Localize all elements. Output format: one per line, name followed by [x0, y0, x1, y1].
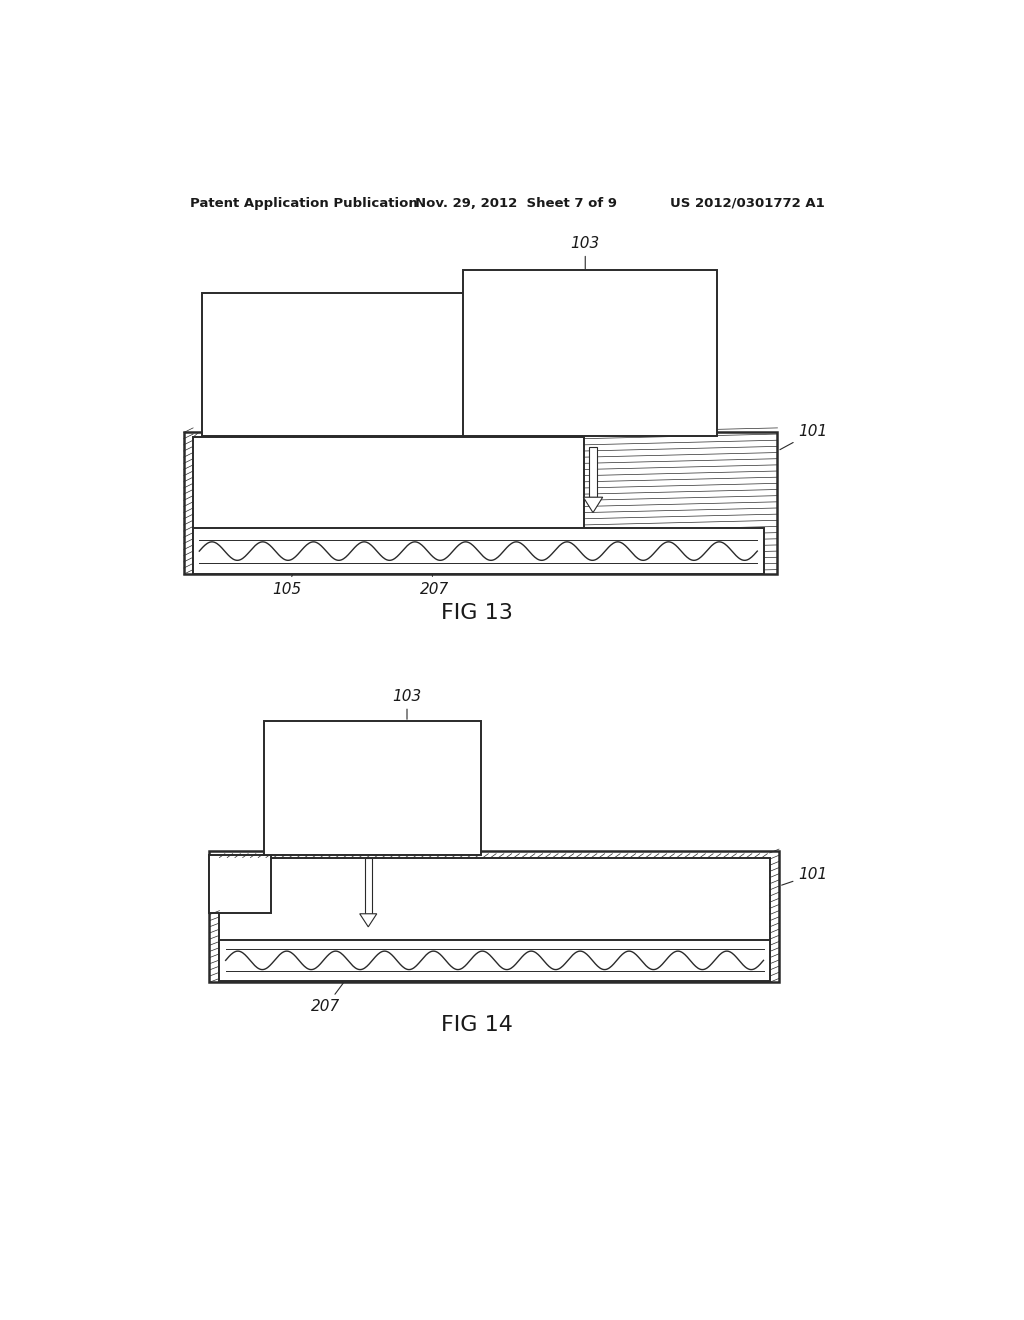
Bar	[219, 858, 770, 977]
Text: 207: 207	[420, 561, 449, 597]
Text: US 2012/0301772 A1: US 2012/0301772 A1	[671, 197, 825, 210]
Text: FIG 13: FIG 13	[440, 603, 513, 623]
Polygon shape	[584, 498, 603, 512]
Bar	[219, 940, 770, 981]
Bar	[263, 721, 480, 855]
Text: 105: 105	[526, 940, 575, 958]
Text: 101: 101	[781, 867, 827, 886]
Text: 103: 103	[392, 689, 422, 719]
Text: 103: 103	[299, 305, 350, 342]
Bar	[183, 432, 777, 574]
Bar	[194, 437, 584, 569]
Bar	[202, 293, 465, 436]
Bar	[365, 858, 372, 913]
Text: Patent Application Publication: Patent Application Publication	[190, 197, 418, 210]
Text: Nov. 29, 2012  Sheet 7 of 9: Nov. 29, 2012 Sheet 7 of 9	[415, 197, 616, 210]
Text: 105: 105	[272, 561, 301, 597]
Bar	[194, 528, 764, 574]
Bar	[209, 851, 779, 982]
Bar	[209, 855, 271, 913]
Text: 103: 103	[570, 236, 600, 269]
Text: FIG 14: FIG 14	[440, 1015, 513, 1035]
Bar	[463, 271, 717, 436]
Polygon shape	[359, 913, 377, 927]
Text: 101: 101	[780, 424, 827, 450]
Text: 207: 207	[311, 983, 343, 1014]
Bar	[589, 447, 597, 498]
